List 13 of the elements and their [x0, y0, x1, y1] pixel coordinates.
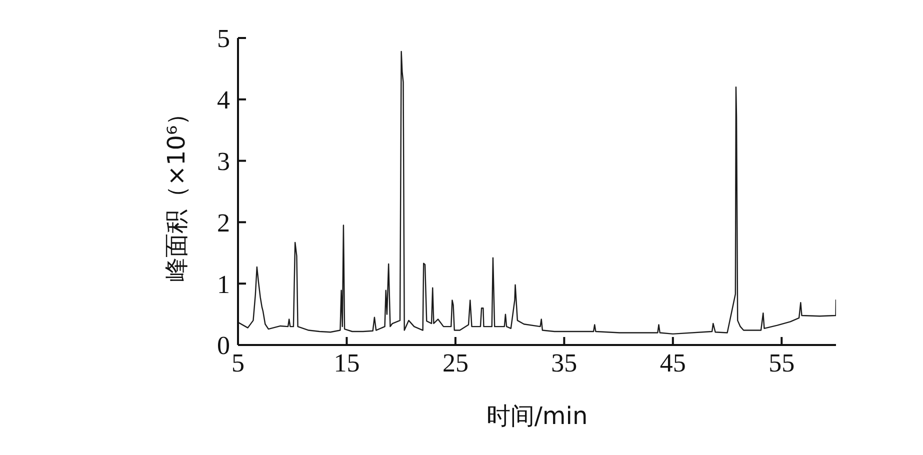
y-tick-label: 0: [217, 331, 230, 360]
x-tick-label: 15: [334, 348, 360, 378]
y-tick-label: 2: [217, 208, 230, 238]
y-axis-title: 峰面积（×10⁶）: [162, 101, 191, 282]
x-tick-label: 55: [768, 348, 795, 378]
x-tick-label: 45: [660, 348, 686, 378]
x-tick-label: 25: [442, 348, 468, 378]
x-axis-title: 时间/min: [486, 402, 588, 430]
y-tick-label: 5: [217, 24, 230, 54]
y-tick-label: 1: [217, 270, 230, 299]
y-tick-label: 4: [217, 86, 230, 115]
y-tick-label: 3: [217, 147, 230, 176]
x-tick-label: 35: [551, 348, 578, 378]
